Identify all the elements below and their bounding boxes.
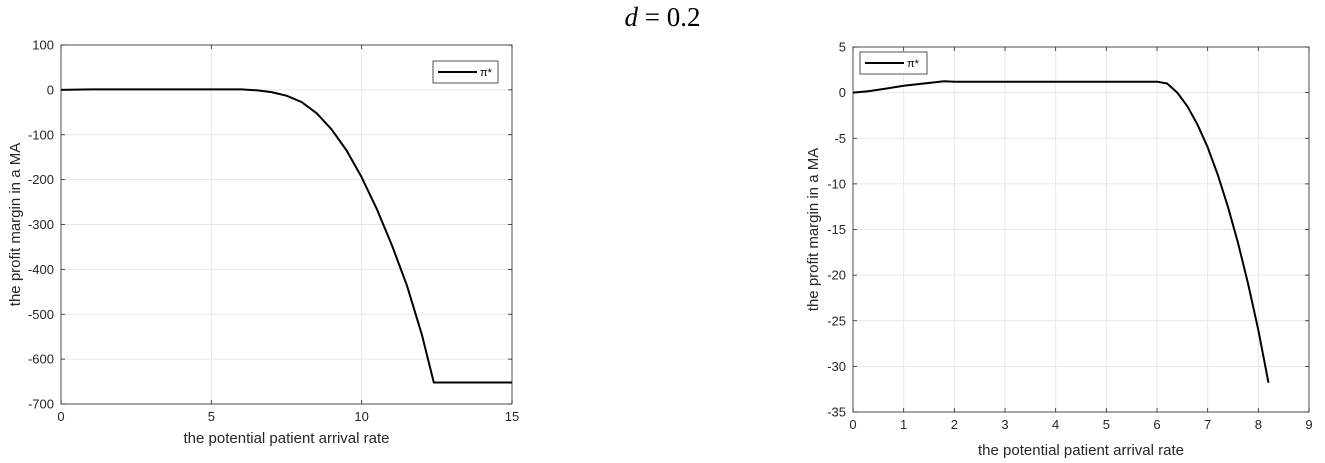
legend-label: π* [907, 58, 920, 70]
x-tick-label: 0 [57, 409, 64, 424]
legend-label: π* [480, 67, 493, 79]
title-value: = 0.2 [638, 2, 701, 32]
y-tick-label: -30 [827, 359, 846, 374]
y-tick-label: 5 [839, 40, 846, 55]
chart-1: 0 5 10 15 100 0 -100 -200 -300 -400 -500 -600 -700 th… [7, 38, 519, 448]
x-tick-label: 3 [1001, 417, 1008, 432]
y-axis-label: the profit margin in a MA [805, 148, 822, 311]
x-tick-label: 6 [1153, 417, 1160, 432]
chart-2: 0 1 2 3 4 5 6 7 8 9 5 0 -5 -10 -15 -20 -25 -30 -35 the pote… [805, 40, 1313, 460]
y-tick-label: -10 [827, 176, 846, 191]
x-tick-label: 2 [951, 417, 958, 432]
x-tick-label: 7 [1204, 417, 1211, 432]
y-tick-label: -400 [28, 262, 54, 277]
y-tick-label: -500 [28, 307, 54, 322]
y-tick-label: -100 [28, 127, 54, 142]
title-variable: d [624, 2, 639, 32]
x-tick-label: 15 [505, 409, 519, 424]
y-axis-label: the profit margin in a MA [7, 143, 24, 306]
x-tick-label: 0 [849, 417, 856, 432]
x-tick-label: 8 [1255, 417, 1262, 432]
y-tick-label: -15 [827, 222, 846, 237]
x-axis-label: the potential patient arrival rate [978, 442, 1184, 459]
y-tick-label: -600 [28, 352, 54, 367]
y-tick-label: -35 [827, 405, 846, 420]
y-tick-label: 0 [47, 82, 54, 97]
x-tick-label: 9 [1305, 417, 1312, 432]
y-tick-label: -5 [834, 131, 846, 146]
y-tick-label: 0 [839, 85, 846, 100]
x-tick-label: 5 [1103, 417, 1110, 432]
y-tick-label: -300 [28, 217, 54, 232]
y-tick-label: -200 [28, 172, 54, 187]
series-line [852, 80, 1270, 383]
legend: π* [432, 60, 499, 84]
figure-title: d = 0.2 [0, 2, 1325, 33]
legend: π* [859, 51, 928, 75]
x-tick-label: 10 [354, 409, 368, 424]
y-tick-label: -25 [827, 313, 846, 328]
y-tick-label: -20 [827, 268, 846, 283]
y-tick-label: -700 [28, 397, 54, 412]
x-tick-label: 1 [900, 417, 907, 432]
x-tick-label: 5 [208, 409, 215, 424]
series-line [60, 88, 512, 384]
y-tick-label: 100 [32, 38, 54, 53]
x-axis-label: the potential patient arrival rate [184, 430, 390, 447]
x-tick-label: 4 [1052, 417, 1059, 432]
